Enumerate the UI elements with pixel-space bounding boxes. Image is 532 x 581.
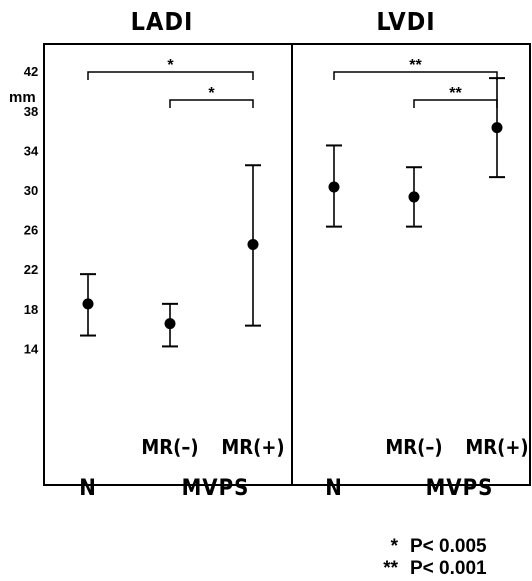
ladi-mean-point-2: [164, 318, 176, 330]
y-tick-label-18: 18: [24, 302, 38, 317]
lvdi-mean-point-1: [328, 181, 340, 193]
legend-mark-1: *: [391, 536, 399, 557]
y-tick-label-22: 22: [24, 262, 38, 277]
ladi-category-label-2: MR(+): [221, 435, 284, 459]
y-tick-label-14: 14: [24, 341, 39, 356]
lvdi-bracket-2-mark: **: [449, 85, 462, 102]
lvdi-category-label-1: MR(–): [385, 435, 442, 459]
ladi-bracket-2-mark: *: [208, 85, 215, 102]
y-tick-label-42: 42: [24, 64, 38, 79]
ladi-panel-title: LADI: [131, 7, 194, 36]
legend-text-1: P< 0.005: [410, 536, 487, 557]
lvdi-category-label-2: MR(+): [465, 435, 528, 459]
y-tick-label-34: 34: [24, 143, 39, 158]
y-tick-label-38: 38: [24, 104, 38, 119]
lvdi-category-label-0: N: [325, 476, 343, 501]
legend-text-2: P< 0.001: [410, 558, 487, 579]
ladi-category-label-1: MR(–): [141, 435, 198, 459]
lvdi-bracket-1-mark: **: [409, 57, 422, 74]
lvdi-group-label: MVPS: [426, 476, 494, 501]
lvdi-mean-point-3: [491, 122, 503, 134]
lvdi-mean-point-2: [408, 191, 420, 203]
y-tick-label-26: 26: [24, 223, 38, 238]
ladi-group-label: MVPS: [182, 476, 250, 501]
ladi-mean-point-1: [82, 298, 94, 310]
ladi-bracket-1-mark: *: [167, 57, 174, 74]
ladi-category-label-0: N: [79, 476, 97, 501]
ladi-mean-point-3: [247, 238, 259, 250]
ladi-bracket-2: [169, 99, 254, 108]
lvdi-bracket-1: [333, 71, 498, 80]
lvdi-panel-title: LVDI: [376, 7, 435, 36]
plot-frame: [43, 43, 531, 486]
ladi-bracket-1: [87, 71, 254, 80]
y-axis-unit: mm: [9, 89, 36, 106]
legend-mark-2: **: [383, 558, 398, 579]
y-tick-label-30: 30: [24, 183, 38, 198]
